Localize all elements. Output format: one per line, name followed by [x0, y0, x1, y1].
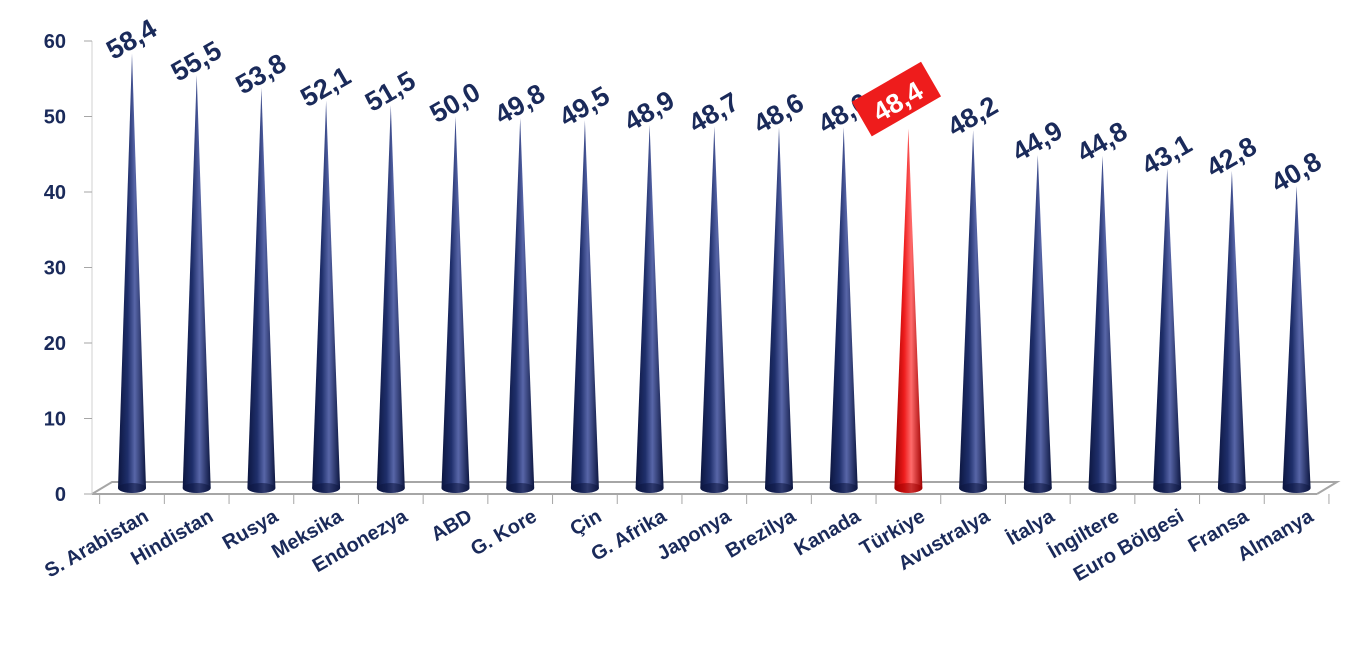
bar — [570, 120, 599, 494]
data-label: 44,9 — [1007, 115, 1068, 167]
y-tick-label: 50 — [44, 107, 66, 129]
bar-base — [182, 483, 211, 493]
bar — [441, 116, 470, 493]
bar — [247, 87, 276, 493]
data-label: 52,1 — [295, 61, 356, 113]
bar-cone — [829, 127, 858, 493]
bar — [959, 130, 988, 493]
y-tick-label: 30 — [44, 258, 66, 280]
bar-cone — [441, 116, 470, 493]
y-tick-label: 0 — [55, 484, 66, 506]
bar — [312, 100, 341, 494]
bar-base — [1217, 483, 1246, 493]
bar — [765, 127, 793, 493]
y-tick-label: 60 — [44, 31, 66, 53]
x-tick-label: G. Kore — [467, 505, 541, 560]
bar-base — [1282, 483, 1311, 493]
bar — [635, 124, 664, 494]
x-tick-label: Kanada — [791, 505, 865, 561]
data-label: 48,6 — [748, 87, 809, 139]
bar-cone — [1282, 185, 1311, 493]
bar-cone — [1088, 155, 1117, 493]
y-tick-label: 10 — [44, 409, 66, 431]
bar-cone — [376, 105, 405, 494]
bar — [894, 128, 923, 493]
bar-cone — [506, 118, 535, 493]
bar-cone-highlight — [894, 128, 923, 493]
bar-base — [700, 483, 729, 493]
highlight-box — [851, 61, 942, 137]
x-tick-label: Japonya — [654, 505, 736, 565]
bar-base — [959, 483, 988, 493]
bar — [1282, 185, 1311, 493]
bar-base — [1153, 483, 1182, 493]
bar-cone — [1153, 168, 1182, 493]
bar-base — [1023, 483, 1052, 493]
data-label: 49,5 — [554, 80, 615, 132]
data-label: 43,1 — [1136, 129, 1197, 181]
data-label: 48,2 — [942, 90, 1003, 142]
bar-base — [506, 483, 535, 493]
y-tick-label: 20 — [44, 333, 66, 355]
data-label: 50,0 — [425, 77, 486, 129]
bar — [506, 118, 535, 493]
bar-base — [570, 483, 599, 493]
bar — [1153, 168, 1182, 493]
bar-cone — [959, 130, 988, 493]
data-label: 55,5 — [166, 35, 227, 87]
data-label: 40,8 — [1266, 146, 1327, 198]
bars — [118, 53, 1311, 494]
x-tick-label: Brezilya — [722, 505, 800, 563]
bar — [376, 105, 405, 494]
bar — [829, 127, 858, 493]
bar-cone — [700, 126, 729, 493]
labels: 58,4S. Arabistan55,5Hindistan53,8Rusya52… — [41, 13, 1326, 586]
x-tick-label: Euro Bölgesi — [1070, 505, 1188, 586]
x-tick-label: Çin — [566, 505, 605, 540]
x-tick-label: Almanya — [1234, 505, 1318, 566]
data-label: 51,5 — [360, 65, 421, 117]
bar-base — [635, 483, 664, 493]
bar-cone — [312, 100, 341, 494]
data-label: 42,8 — [1201, 131, 1262, 183]
bar-base — [118, 483, 146, 493]
bar — [700, 126, 729, 493]
bar-cone — [118, 53, 146, 493]
data-label: 48,7 — [684, 86, 745, 138]
x-tick-label: S. Arabistan — [41, 505, 152, 582]
bar — [1217, 170, 1246, 494]
bar-base — [376, 483, 405, 493]
bar-cone — [247, 87, 276, 493]
bar-base — [1088, 483, 1117, 493]
bar-cone — [765, 127, 793, 493]
y-tick-label: 40 — [44, 182, 66, 204]
bar — [182, 74, 211, 493]
data-label-highlight-box: 48,4 — [851, 61, 942, 137]
bar-base — [312, 483, 341, 493]
bar-cone — [635, 124, 664, 494]
data-label: 58,4 — [101, 13, 162, 65]
bar-cone — [1217, 170, 1246, 494]
bar-base — [247, 483, 276, 493]
bar-cone — [182, 74, 211, 493]
bar — [118, 53, 146, 493]
data-label: 49,8 — [489, 78, 550, 130]
bar-base — [829, 483, 858, 493]
bar-base — [894, 483, 923, 493]
bar-base — [441, 483, 470, 493]
bar — [1088, 155, 1117, 493]
data-label: 53,8 — [231, 48, 292, 100]
bar-cone — [570, 120, 599, 494]
axes: 0 10 20 30 40 50 60 — [44, 31, 1341, 506]
x-tick-label: G. Afrika — [588, 505, 671, 566]
bar — [1023, 155, 1052, 494]
data-label: 44,8 — [1072, 116, 1133, 168]
data-label: 48,9 — [619, 85, 680, 137]
bar-cone — [1023, 155, 1052, 494]
bar-base — [765, 483, 793, 493]
